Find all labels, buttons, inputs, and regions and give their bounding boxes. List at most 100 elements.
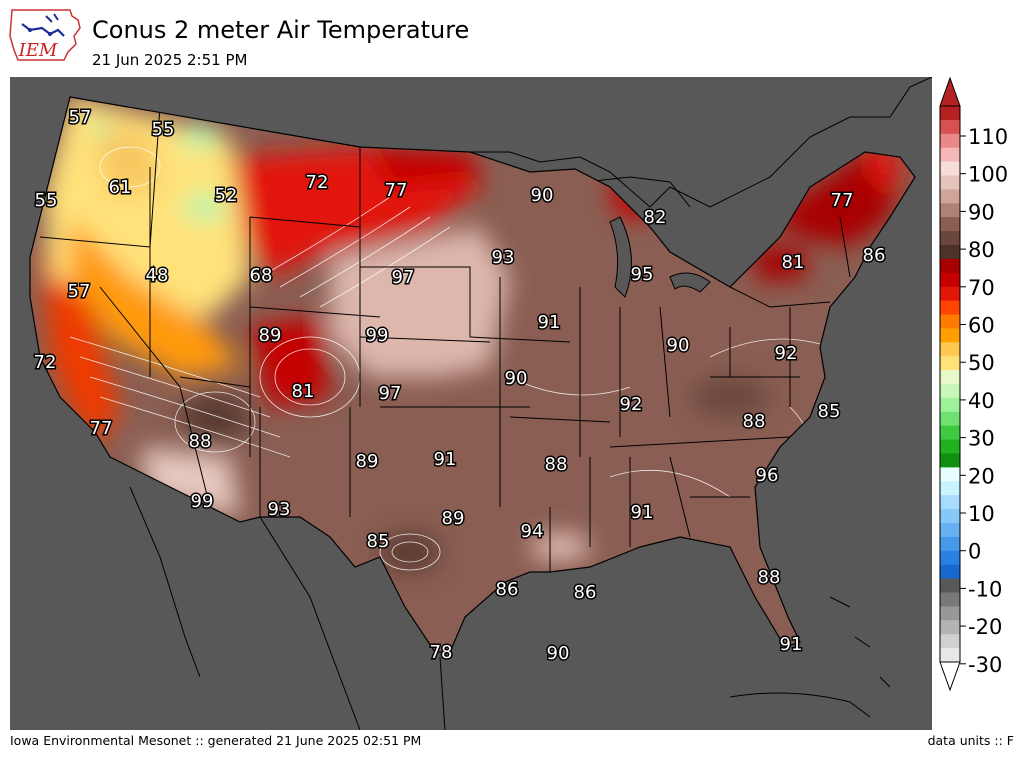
colorbar-tick-label: 50 xyxy=(968,351,995,375)
iem-logo: IEM xyxy=(8,6,84,64)
colorbar-tick-label: -10 xyxy=(968,577,1002,601)
colorbar-swatch xyxy=(940,439,960,454)
colorbar-swatch xyxy=(940,161,960,176)
temperature-label: 89 xyxy=(442,508,465,529)
colorbar-swatch xyxy=(940,564,960,580)
temperature-label: 91 xyxy=(780,634,803,655)
temperature-label: 90 xyxy=(667,335,690,356)
temperature-label: 99 xyxy=(191,491,214,512)
lake-michigan xyxy=(609,216,632,298)
colorbar-swatch xyxy=(940,231,960,246)
temperature-label: 57 xyxy=(68,281,91,302)
colorbar-swatch xyxy=(940,119,960,135)
temperature-label: 99 xyxy=(366,325,389,346)
temperature-label: 97 xyxy=(392,267,415,288)
temperature-label: 89 xyxy=(356,451,379,472)
temperature-label: 55 xyxy=(152,119,175,140)
colorbar-swatch xyxy=(940,592,960,607)
temperature-label: 48 xyxy=(146,265,169,286)
mexico-coast xyxy=(259,516,361,730)
page-title: Conus 2 meter Air Temperature xyxy=(92,16,470,44)
temperature-label: 91 xyxy=(434,449,457,470)
temperature-labels: 57 55 61 55 52 72 77 90 82 77 86 81 93 95 48 68 97 57 89 99… xyxy=(32,106,887,666)
colorbar-swatch xyxy=(940,578,960,593)
temperature-map: 57 55 61 55 52 72 77 90 82 77 86 81 93 95 48 68 97 57 89 99… xyxy=(10,77,932,730)
colorbar-swatch xyxy=(940,175,960,190)
colorbar-swatch xyxy=(940,453,960,468)
colorbar-swatch xyxy=(940,509,960,524)
colorbar-swatch xyxy=(940,328,960,343)
colorbar-swatch xyxy=(940,300,960,315)
colorbar-swatch xyxy=(940,106,960,121)
colorbar-swatch xyxy=(940,523,960,538)
colorbar-swatch xyxy=(940,536,960,552)
colorbar-swatch xyxy=(940,425,960,441)
temperature-label: 91 xyxy=(631,502,654,523)
temperature-label: 88 xyxy=(743,411,766,432)
colorbar-swatch xyxy=(940,550,960,566)
colorbar-swatch xyxy=(940,370,960,385)
colorbar-swatch xyxy=(940,147,960,163)
colorbar-swatch xyxy=(940,495,960,510)
temperature-label: 92 xyxy=(620,394,643,415)
temperature-label: 94 xyxy=(521,521,544,542)
colorbar-swatch xyxy=(940,133,960,149)
colorbar-swatch xyxy=(940,481,960,496)
colorbar-swatch xyxy=(940,356,960,371)
temperature-label: 72 xyxy=(34,352,57,373)
colorbar-tick-label: 80 xyxy=(968,238,995,262)
colorbar-swatch xyxy=(940,258,960,274)
colorbar-tick-label: 10 xyxy=(968,502,995,526)
colorbar-swatch xyxy=(940,606,960,621)
colorbar-swatch xyxy=(940,189,960,204)
temperature-label: 90 xyxy=(547,643,570,664)
colorbar-tick-label: 20 xyxy=(968,464,995,488)
cuba-coast xyxy=(729,692,871,718)
temperature-label: 90 xyxy=(505,368,528,389)
colorbar-tick-label: 30 xyxy=(968,427,995,451)
temperature-label: 86 xyxy=(863,245,886,266)
temperature-label: 81 xyxy=(782,252,805,273)
colorbar-max-arrow xyxy=(939,76,961,107)
colorbar-swatch xyxy=(940,620,960,635)
colorbar-swatch xyxy=(940,411,960,427)
colorbar-tick-label: 60 xyxy=(968,314,995,338)
colorbar-swatch xyxy=(940,217,960,232)
temperature-label: 77 xyxy=(385,180,408,201)
temperature-label: 92 xyxy=(775,343,798,364)
temperature-label: 96 xyxy=(756,465,779,486)
temperature-label: 78 xyxy=(430,642,453,663)
colorbar-tick-label: 70 xyxy=(968,276,995,300)
colorbar-tick-label: 90 xyxy=(968,200,995,224)
colorbar-swatch xyxy=(940,342,960,357)
temperature-label: 95 xyxy=(631,264,654,285)
colorbar-tick-label: -20 xyxy=(968,615,1002,639)
page-subtitle: 21 Jun 2025 2:51 PM xyxy=(92,51,248,69)
colorbar-swatch xyxy=(940,648,960,663)
temperature-label: 85 xyxy=(367,531,390,552)
footer-units: data units :: F xyxy=(927,733,1014,748)
temperature-label: 77 xyxy=(831,190,854,211)
temperature-label: 89 xyxy=(259,325,282,346)
temperature-label: 88 xyxy=(189,431,212,452)
temperature-label: 88 xyxy=(545,454,568,475)
temperature-label: 82 xyxy=(644,207,667,228)
lake-erie xyxy=(669,272,711,293)
colorbar-legend: 110 100 90 80 70 60 50 40 30 20 10 0 -10 -20 -30 xyxy=(936,74,1024,694)
temperature-label: 86 xyxy=(496,579,519,600)
colorbar-tick-label: -30 xyxy=(968,653,1002,677)
colorbar-tick-label: 0 xyxy=(968,540,981,564)
colorbar-swatch xyxy=(940,245,960,260)
temperature-label: 93 xyxy=(492,247,515,268)
state-borders xyxy=(39,106,851,572)
footer-credit: Iowa Environmental Mesonet :: generated … xyxy=(10,733,422,748)
colorbar-swatch xyxy=(940,467,960,482)
temperature-label: 61 xyxy=(109,177,132,198)
colorbar-swatch xyxy=(940,397,960,413)
colorbar-swatch xyxy=(940,634,960,649)
temperature-label: 72 xyxy=(306,172,329,193)
colorbar-tick-label: 40 xyxy=(968,389,995,413)
temperature-label: 77 xyxy=(90,418,113,439)
temperature-label: 85 xyxy=(818,401,841,422)
temperature-label: 93 xyxy=(268,499,291,520)
